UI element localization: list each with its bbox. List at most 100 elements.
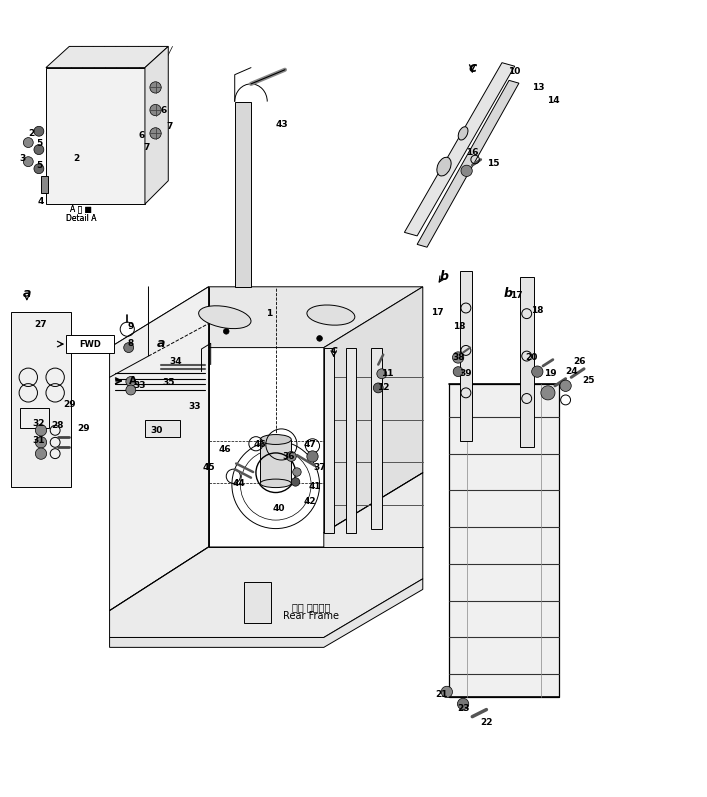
Circle shape <box>34 126 44 136</box>
Text: Detail A: Detail A <box>66 214 97 222</box>
Polygon shape <box>145 46 168 204</box>
Text: 30: 30 <box>151 426 163 435</box>
Text: 13: 13 <box>532 83 545 92</box>
Text: 38: 38 <box>452 353 464 362</box>
Text: c: c <box>330 345 337 355</box>
Text: 5: 5 <box>36 139 42 148</box>
Text: 27: 27 <box>35 320 47 329</box>
Text: 2: 2 <box>29 129 35 138</box>
Text: 17: 17 <box>431 308 443 316</box>
Text: FWD: FWD <box>79 340 101 348</box>
Circle shape <box>35 448 47 459</box>
Polygon shape <box>110 579 423 647</box>
Text: a: a <box>157 337 165 350</box>
Circle shape <box>150 82 161 93</box>
Text: 19: 19 <box>544 369 556 379</box>
Text: 11: 11 <box>381 369 394 379</box>
Polygon shape <box>110 287 423 347</box>
Ellipse shape <box>199 306 251 328</box>
Text: Detail A: Detail A <box>66 214 97 222</box>
Circle shape <box>126 385 136 395</box>
Text: 29: 29 <box>63 399 76 409</box>
Text: b: b <box>440 270 448 284</box>
Text: 29: 29 <box>77 424 90 433</box>
Circle shape <box>541 386 555 400</box>
Text: 25: 25 <box>582 376 595 385</box>
Ellipse shape <box>260 434 291 445</box>
Circle shape <box>377 369 387 379</box>
Text: 36: 36 <box>282 452 295 461</box>
Text: 18: 18 <box>453 322 466 331</box>
Ellipse shape <box>260 479 291 488</box>
Circle shape <box>150 104 161 116</box>
Circle shape <box>150 128 161 139</box>
Circle shape <box>560 380 571 391</box>
Text: 10: 10 <box>508 68 521 77</box>
Text: 43: 43 <box>275 120 288 128</box>
Text: 32: 32 <box>33 418 45 428</box>
Text: リャ フレーム: リャ フレーム <box>292 602 330 612</box>
Circle shape <box>124 343 134 352</box>
Text: c: c <box>468 61 477 75</box>
Text: 4: 4 <box>37 198 45 206</box>
Text: 23: 23 <box>457 704 469 713</box>
Text: 15: 15 <box>487 159 500 168</box>
Text: 18: 18 <box>531 305 544 315</box>
Text: 37: 37 <box>313 463 326 473</box>
Bar <box>244 583 271 623</box>
Circle shape <box>317 336 322 341</box>
Polygon shape <box>520 277 534 446</box>
Text: 33: 33 <box>134 381 146 391</box>
Circle shape <box>23 138 33 147</box>
Bar <box>145 420 180 437</box>
Text: 35: 35 <box>162 379 175 387</box>
Polygon shape <box>46 46 168 68</box>
Text: 39: 39 <box>459 369 472 379</box>
Bar <box>20 408 49 428</box>
Polygon shape <box>404 63 515 236</box>
Text: 33: 33 <box>188 402 201 411</box>
Text: 41: 41 <box>308 482 321 492</box>
Polygon shape <box>41 176 48 194</box>
Circle shape <box>34 163 44 174</box>
Ellipse shape <box>307 305 355 325</box>
Circle shape <box>34 145 44 155</box>
Text: A 詳 ■: A 詳 ■ <box>71 205 92 214</box>
Text: 3: 3 <box>20 154 25 163</box>
Text: 22: 22 <box>480 718 493 727</box>
Circle shape <box>293 468 301 477</box>
Text: b: b <box>503 288 512 300</box>
Circle shape <box>441 686 452 697</box>
Text: 7: 7 <box>166 122 173 131</box>
Circle shape <box>453 367 463 377</box>
Text: 47: 47 <box>303 440 316 449</box>
Text: 31: 31 <box>33 437 45 446</box>
Polygon shape <box>449 384 559 697</box>
Circle shape <box>291 477 300 486</box>
Text: a: a <box>23 288 31 300</box>
Polygon shape <box>46 68 145 204</box>
Text: 45: 45 <box>202 463 215 473</box>
Text: Rear Frame: Rear Frame <box>283 611 339 621</box>
Circle shape <box>223 328 229 334</box>
Text: 24: 24 <box>565 367 578 376</box>
Polygon shape <box>417 80 519 247</box>
Text: 9: 9 <box>127 322 134 331</box>
Text: 44: 44 <box>233 479 245 488</box>
Polygon shape <box>11 312 71 487</box>
Circle shape <box>452 351 464 363</box>
Bar <box>260 439 291 483</box>
Text: 42: 42 <box>303 497 316 505</box>
Polygon shape <box>346 347 356 533</box>
Text: 6: 6 <box>161 105 167 115</box>
Circle shape <box>35 437 47 448</box>
Text: 14: 14 <box>547 96 559 104</box>
Circle shape <box>286 452 296 461</box>
Text: 40: 40 <box>273 504 286 512</box>
Polygon shape <box>110 287 209 611</box>
Text: 28: 28 <box>52 421 64 430</box>
Text: 1: 1 <box>266 309 271 318</box>
Text: A: A <box>129 376 137 386</box>
Circle shape <box>307 451 318 462</box>
Text: 26: 26 <box>573 357 586 367</box>
